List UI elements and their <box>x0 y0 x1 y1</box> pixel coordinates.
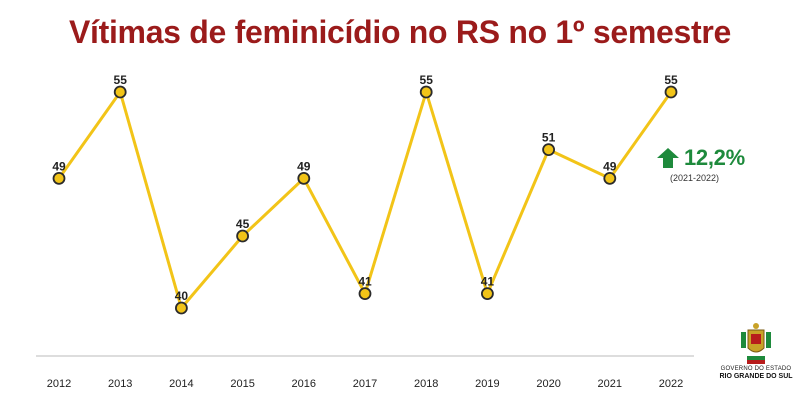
data-point-2014 <box>174 301 188 315</box>
x-tick-2017: 2017 <box>353 378 377 390</box>
x-tick-2014: 2014 <box>169 378 193 390</box>
data-point-2016 <box>297 171 311 185</box>
data-point-2012 <box>52 171 66 185</box>
data-label-2022: 55 <box>664 73 678 87</box>
change-indicator: 12,2% (2021-2022) <box>656 145 766 183</box>
x-tick-2018: 2018 <box>414 378 438 390</box>
change-value: 12,2% <box>684 145 745 170</box>
data-point-2017 <box>358 287 372 301</box>
x-tick-2013: 2013 <box>108 378 132 390</box>
x-tick-2012: 2012 <box>47 378 71 390</box>
data-label-2016: 49 <box>297 159 311 173</box>
data-label-2015: 45 <box>236 217 250 231</box>
data-point-2021 <box>603 171 617 185</box>
chart-title: Vítimas de feminicídio no RS no 1º semes… <box>68 14 732 50</box>
change-period: (2021-2022) <box>670 173 720 183</box>
x-tick-2022: 2022 <box>659 378 683 390</box>
data-label-2019: 41 <box>481 275 495 289</box>
x-tick-2021: 2021 <box>598 378 622 390</box>
x-tick-2016: 2016 <box>292 378 316 390</box>
data-label-2018: 55 <box>420 73 434 87</box>
x-tick-2020: 2020 <box>536 378 560 390</box>
data-label-2012: 49 <box>52 159 66 173</box>
data-point-2018 <box>419 85 433 99</box>
x-tick-2015: 2015 <box>230 378 254 390</box>
up-arrow-icon <box>657 148 679 168</box>
data-point-2015 <box>236 229 250 243</box>
data-point-2020 <box>542 143 555 157</box>
data-label-2020: 51 <box>542 131 556 145</box>
x-tick-2019: 2019 <box>475 378 499 390</box>
state-government-logo: GOVERNO DO ESTADO RIO GRANDE DO SUL <box>716 322 796 402</box>
data-point-2019 <box>480 287 494 301</box>
data-point-2022 <box>664 85 678 99</box>
data-label-2021: 49 <box>603 159 617 173</box>
data-label-2014: 40 <box>175 289 189 303</box>
data-label-2017: 41 <box>358 275 372 289</box>
data-point-2013 <box>113 85 127 99</box>
coat-of-arms-icon <box>741 323 771 364</box>
data-label-2013: 55 <box>114 73 128 87</box>
logo-text-line1: GOVERNO DO ESTADO <box>720 366 792 372</box>
logo-text-line2: RIO GRANDE DO SUL <box>719 373 793 380</box>
